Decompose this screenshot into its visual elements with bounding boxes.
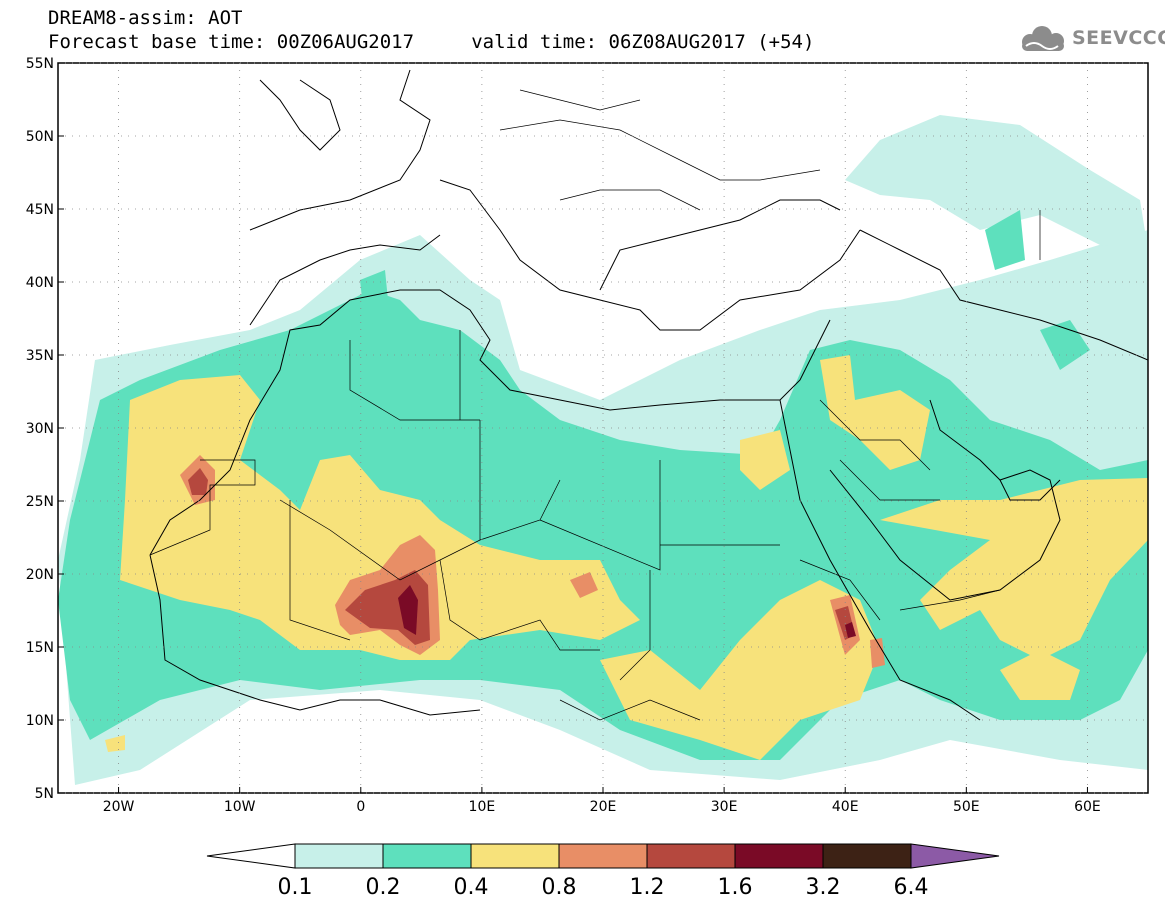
lon-label: 60E: [1074, 799, 1101, 815]
colorbar-low-arrow: [206, 843, 296, 869]
lon-label: 40E: [832, 799, 859, 815]
lon-label: 20W: [103, 799, 135, 815]
lat-label: 25N: [26, 494, 54, 510]
lon-label: 10W: [224, 799, 256, 815]
lon-label: 30E: [711, 799, 738, 815]
latitude-labels: 55N 50N 45N 40N 35N 30N 25N 20N 15N 10N 5N: [26, 56, 54, 802]
colorbar-label: 3.2: [806, 875, 841, 900]
lon-label: 20E: [590, 799, 617, 815]
forecast-times: Forecast base time: 00Z06AUG2017 valid t…: [48, 31, 815, 53]
lat-label: 35N: [26, 348, 54, 364]
colorbar-label: 1.2: [630, 875, 665, 900]
lat-label: 40N: [26, 275, 54, 291]
map-title: DREAM8-assim: AOT: [48, 7, 243, 29]
colorbar-label: 0.4: [454, 875, 489, 900]
longitude-labels: 20W 10W 0 10E 20E 30E 40E 50E 60E: [103, 799, 1101, 815]
seevccc-logo: SEEVCCC: [1072, 27, 1165, 49]
colorbar-label: 0.1: [278, 875, 313, 900]
colorbar-box: [470, 843, 560, 869]
lat-label: 5N: [35, 786, 54, 802]
colorbar-label: 0.2: [366, 875, 401, 900]
lon-label: 50E: [953, 799, 980, 815]
lon-label: 10E: [469, 799, 496, 815]
country-borders: [149, 89, 1041, 721]
cloud-icon: [1022, 26, 1064, 51]
aot-level-1-6: [398, 585, 856, 638]
graticule: [58, 62, 1148, 794]
colorbar-box: [294, 843, 384, 869]
lat-label: 30N: [26, 421, 54, 437]
colorbar-box: [822, 843, 912, 869]
colorbar-box: [382, 843, 472, 869]
lat-label: 15N: [26, 640, 54, 656]
colorbar-box: [734, 843, 824, 869]
colorbar-label: 0.8: [542, 875, 577, 900]
colorbar-box: [646, 843, 736, 869]
colorbar-high-arrow: [910, 843, 1000, 869]
lat-label: 20N: [26, 567, 54, 583]
aot-level-0-4: [105, 355, 1148, 760]
coastlines: [149, 69, 1148, 721]
lat-label: 10N: [26, 713, 54, 729]
lat-label: 50N: [26, 129, 54, 145]
colorbar-label: 6.4: [894, 875, 929, 900]
colorbar-label: 1.6: [718, 875, 753, 900]
lat-label: 55N: [26, 56, 54, 72]
lat-label: 45N: [26, 202, 54, 218]
lon-label: 0: [356, 799, 365, 815]
colorbar-box: [558, 843, 648, 869]
